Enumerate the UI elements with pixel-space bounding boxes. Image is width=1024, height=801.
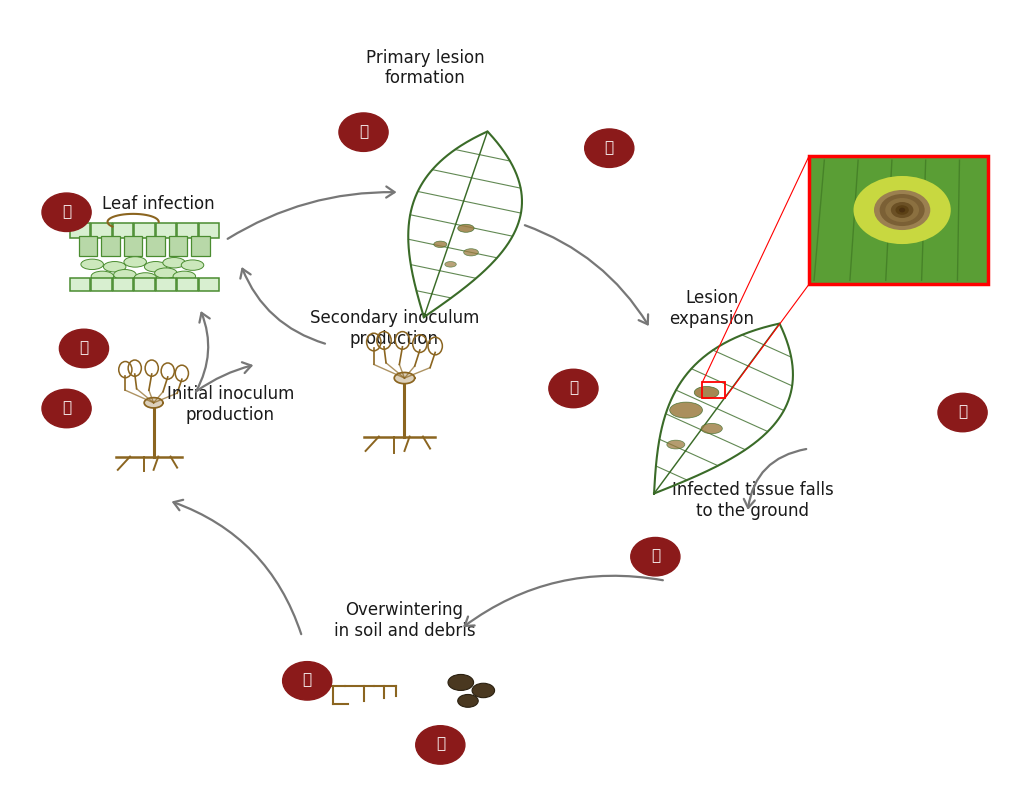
FancyArrowPatch shape: [743, 449, 806, 508]
Polygon shape: [394, 372, 415, 384]
Text: Leaf infection: Leaf infection: [102, 195, 215, 213]
Text: Lesion
expansion: Lesion expansion: [669, 289, 755, 328]
Bar: [134, 223, 155, 238]
Ellipse shape: [885, 198, 920, 222]
Ellipse shape: [472, 683, 495, 698]
Ellipse shape: [103, 261, 126, 272]
Circle shape: [938, 393, 987, 432]
Circle shape: [42, 389, 91, 428]
Circle shape: [283, 662, 332, 700]
Bar: [199, 223, 219, 238]
Ellipse shape: [880, 194, 925, 226]
Text: Infected tissue falls
to the ground: Infected tissue falls to the ground: [672, 481, 834, 520]
Polygon shape: [144, 397, 163, 408]
Bar: [79, 236, 97, 256]
Bar: [101, 236, 120, 256]
Text: Secondary inoculum
production: Secondary inoculum production: [309, 309, 479, 348]
Ellipse shape: [899, 207, 905, 212]
Text: ➕: ➕: [359, 124, 368, 139]
Ellipse shape: [173, 271, 196, 282]
Text: ➕: ➕: [605, 140, 613, 155]
Bar: [146, 236, 165, 256]
Bar: [91, 223, 112, 238]
Ellipse shape: [670, 402, 702, 418]
Polygon shape: [654, 324, 793, 493]
Bar: [177, 223, 198, 238]
Ellipse shape: [458, 694, 478, 707]
Text: ➕: ➕: [436, 737, 444, 751]
Text: ➕: ➕: [303, 673, 311, 687]
Bar: [702, 382, 725, 398]
Ellipse shape: [873, 190, 930, 230]
Bar: [809, 156, 988, 284]
FancyArrowPatch shape: [525, 225, 648, 324]
Bar: [191, 236, 210, 256]
Text: ➕: ➕: [80, 340, 88, 355]
Text: Initial inoculum
production: Initial inoculum production: [167, 385, 294, 424]
Polygon shape: [409, 131, 522, 317]
Ellipse shape: [449, 674, 473, 690]
FancyArrowPatch shape: [465, 576, 663, 626]
Ellipse shape: [891, 202, 913, 218]
Ellipse shape: [667, 441, 685, 449]
Bar: [156, 223, 176, 238]
Text: ➕: ➕: [62, 400, 71, 415]
Bar: [113, 278, 133, 291]
Text: ➕: ➕: [62, 204, 71, 219]
Circle shape: [585, 129, 634, 167]
Bar: [113, 223, 133, 238]
Text: ➕: ➕: [958, 405, 967, 419]
Text: Primary lesion
formation: Primary lesion formation: [366, 49, 484, 87]
Bar: [177, 278, 198, 291]
Bar: [199, 278, 219, 291]
Bar: [70, 278, 90, 291]
Bar: [124, 236, 142, 256]
Ellipse shape: [458, 224, 474, 232]
Text: ➕: ➕: [651, 549, 659, 563]
Bar: [70, 223, 90, 238]
Bar: [156, 278, 176, 291]
Bar: [91, 278, 112, 291]
Ellipse shape: [434, 241, 446, 248]
Ellipse shape: [694, 387, 719, 398]
Text: ➕: ➕: [569, 380, 578, 395]
Ellipse shape: [464, 248, 478, 256]
Circle shape: [42, 193, 91, 231]
Ellipse shape: [444, 261, 457, 267]
Ellipse shape: [181, 260, 204, 270]
Circle shape: [631, 537, 680, 576]
Ellipse shape: [701, 423, 722, 434]
Bar: [134, 278, 155, 291]
Bar: [169, 236, 187, 256]
Circle shape: [339, 113, 388, 151]
FancyArrowPatch shape: [196, 313, 210, 392]
Ellipse shape: [144, 261, 167, 272]
FancyArrowPatch shape: [173, 500, 301, 634]
Ellipse shape: [163, 257, 185, 268]
Ellipse shape: [134, 272, 157, 284]
FancyArrowPatch shape: [227, 187, 394, 239]
Ellipse shape: [895, 205, 909, 215]
Ellipse shape: [854, 176, 951, 244]
Ellipse shape: [91, 271, 114, 282]
Ellipse shape: [114, 269, 136, 280]
Ellipse shape: [155, 268, 177, 278]
FancyArrowPatch shape: [197, 362, 251, 391]
Text: Overwintering
in soil and debris: Overwintering in soil and debris: [334, 602, 475, 640]
FancyArrowPatch shape: [241, 269, 325, 344]
Circle shape: [59, 329, 109, 368]
Ellipse shape: [124, 256, 146, 268]
Ellipse shape: [81, 259, 103, 269]
Circle shape: [416, 726, 465, 764]
Circle shape: [549, 369, 598, 408]
